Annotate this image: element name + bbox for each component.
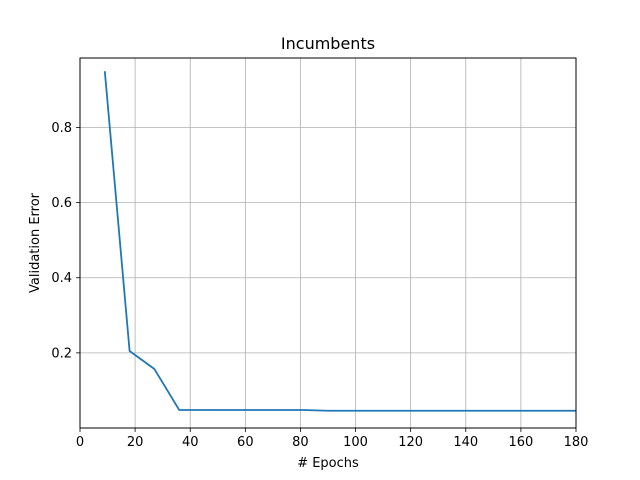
y-tick-label: 0.2 [51, 346, 72, 361]
x-tick-label: 160 [508, 435, 533, 450]
y-tick-label: 0.8 [51, 121, 72, 136]
series-line [103, 71, 576, 412]
axis-ticks: 0 20 40 60 80 100 120 140 160 180 0.2 0.4 0.6 0.8 [51, 121, 588, 450]
y-tick-label: 0.4 [51, 271, 72, 286]
x-tick-label: 100 [343, 435, 368, 450]
grid-lines [79, 58, 577, 428]
chart-title: Incumbents [281, 34, 375, 53]
y-axis-title: Validation Error [28, 192, 43, 293]
series-layer [103, 71, 576, 412]
x-tick-label: 180 [564, 435, 589, 450]
x-tick-label: 0 [76, 435, 84, 450]
x-axis-title: # Epochs [297, 456, 359, 471]
x-tick-label: 40 [182, 435, 199, 450]
x-tick-label: 20 [127, 435, 144, 450]
y-tick-label: 0.6 [51, 196, 72, 211]
x-tick-label: 120 [398, 435, 423, 450]
x-tick-label: 80 [292, 435, 309, 450]
x-tick-label: 140 [453, 435, 478, 450]
x-tick-label: 60 [237, 435, 254, 450]
plot-frame [79, 57, 577, 429]
